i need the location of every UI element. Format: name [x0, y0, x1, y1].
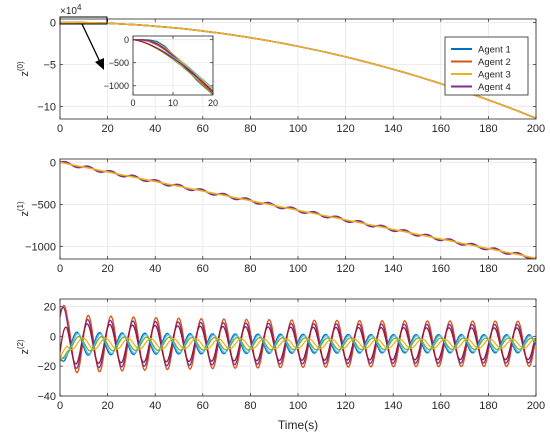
top-y-tick-label: 0	[50, 17, 56, 29]
inset-y-tick-label: −1000	[104, 81, 129, 91]
bottom-y-tick-label: −20	[37, 361, 56, 373]
middle-y-axis-label: z(1)	[16, 201, 31, 217]
middle-x-tick-label: 20	[101, 263, 113, 275]
middle-x-tick-label: 120	[336, 263, 354, 275]
bottom-y-axis-label: z(2)	[16, 339, 31, 355]
inset-frame	[132, 35, 214, 96]
middle-frame	[59, 158, 537, 260]
bottom-y-tick-label: 0	[50, 331, 56, 343]
bottom-x-tick-label: 180	[479, 400, 497, 412]
middle-y-axis-label-superscript: (1)	[16, 201, 25, 211]
top-exponent-label: ×104	[60, 3, 82, 17]
exponent-power: 4	[77, 3, 82, 12]
exponent-base: ×10	[60, 6, 77, 17]
bottom-x-tick-label: 0	[57, 400, 63, 412]
top-x-tick-label: 180	[479, 123, 497, 135]
bottom-y-axis-label-main: z	[19, 349, 31, 355]
inset-y-tick-label: 0	[124, 35, 129, 45]
zoom-arrow-line	[81, 23, 102, 65]
top-y-tick-label: −5	[43, 59, 56, 71]
legend-label: Agent 2	[478, 57, 511, 68]
middle-y-tick-label: −500	[31, 199, 56, 211]
bottom-frame	[59, 298, 537, 397]
top-x-tick-label: 60	[197, 123, 209, 135]
top-x-tick-label: 140	[384, 123, 402, 135]
bottom-x-tick-label: 40	[149, 400, 161, 412]
bottom-x-tick-label: 200	[527, 400, 545, 412]
inset-x-tick-label: 0	[130, 98, 135, 108]
middle-x-tick-label: 200	[527, 263, 545, 275]
top-x-tick-label: 80	[244, 123, 256, 135]
top-y-axis-label: z(0)	[16, 61, 31, 77]
zoom-arrow-head	[95, 58, 104, 70]
bottom-y-tick-label: 20	[44, 301, 56, 313]
top-x-tick-label: 20	[101, 123, 113, 135]
middle-x-tick-label: 180	[479, 263, 497, 275]
middle-axes: 0 20 40 60 80 100 120 140 160 180 200 0 −500 −1000	[25, 157, 545, 275]
bottom-x-axis-label: Time(s)	[278, 418, 318, 432]
legend-label: Agent 3	[478, 70, 511, 81]
middle-y-axis-label-main: z	[19, 211, 31, 217]
top-y-tick-label: −10	[37, 101, 56, 113]
bottom-x-tick-label: 60	[197, 400, 209, 412]
middle-x-tick-label: 100	[289, 263, 307, 275]
middle-x-tick-label: 140	[384, 263, 402, 275]
bottom-x-tick-label: 100	[289, 400, 307, 412]
legend-label: Agent 4	[478, 82, 511, 93]
top-x-tick-label: 100	[289, 123, 307, 135]
middle-y-tick-label: 0	[50, 157, 56, 169]
bottom-x-tick-label: 120	[336, 400, 354, 412]
middle-x-tick-label: 40	[149, 263, 161, 275]
inset-axes: 0 10 20 0 −500 −1000	[104, 35, 218, 108]
top-x-tick-label: 200	[527, 123, 545, 135]
middle-x-tick-label: 80	[244, 263, 256, 275]
inset-y-tick-label: −500	[109, 58, 129, 68]
bottom-series-line	[60, 337, 536, 359]
bottom-series-line	[60, 333, 536, 359]
top-y-axis-label-superscript: (0)	[16, 61, 25, 71]
middle-series-line	[60, 161, 536, 259]
top-x-tick-label: 0	[57, 123, 63, 135]
top-frame	[59, 18, 537, 120]
bottom-y-axis-label-superscript: (2)	[16, 339, 25, 349]
bottom-x-tick-label: 80	[244, 400, 256, 412]
middle-y-tick-label: −1000	[25, 241, 56, 253]
inset-x-tick-label: 10	[168, 98, 178, 108]
top-y-axis-label-main: z	[19, 71, 31, 77]
top-x-tick-label: 120	[336, 123, 354, 135]
middle-x-tick-label: 60	[197, 263, 209, 275]
inset-x-tick-label: 20	[208, 98, 218, 108]
bottom-series-line	[60, 331, 536, 362]
middle-x-tick-label: 0	[57, 263, 63, 275]
top-x-tick-label: 160	[432, 123, 450, 135]
bottom-x-tick-label: 20	[101, 400, 113, 412]
middle-x-tick-label: 160	[432, 263, 450, 275]
zoom-region-box	[59, 16, 108, 25]
legend-label: Agent 1	[478, 45, 511, 56]
bottom-x-tick-label: 160	[432, 400, 450, 412]
bottom-x-tick-label: 140	[384, 400, 402, 412]
bottom-series-line	[60, 335, 536, 362]
bottom-y-tick-label: −40	[37, 391, 56, 403]
legend-box	[444, 36, 529, 96]
inset-series-line	[133, 39, 213, 92]
top-x-tick-label: 40	[149, 123, 161, 135]
